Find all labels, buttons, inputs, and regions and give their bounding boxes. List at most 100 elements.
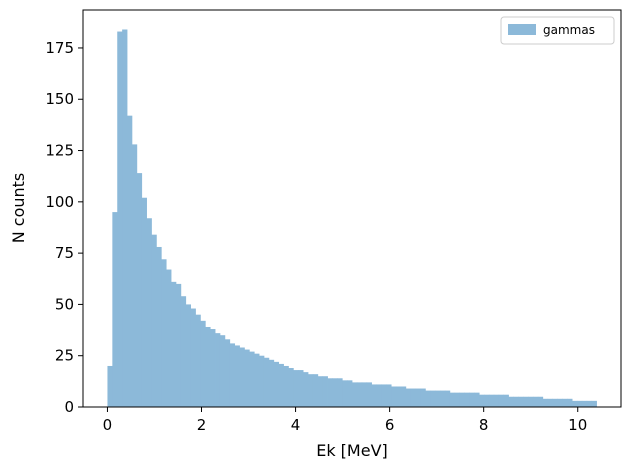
histogram-bar [488,394,495,407]
histogram-bar [513,396,519,407]
histogram-bar [449,392,456,407]
histogram-bar [303,372,309,407]
histogram-bar [459,392,465,407]
y-tick-label: 25 [55,347,74,365]
histogram-bar [405,388,412,407]
histogram-bar [317,376,324,407]
histogram-bar [151,234,157,407]
histogram-bar [386,384,392,407]
x-tick-label: 0 [103,416,113,434]
histogram-bar [117,31,123,408]
histogram-bar [356,382,363,407]
histogram-bar [376,384,382,407]
histogram-bar [562,398,568,407]
histogram-bar [180,296,187,407]
x-tick-label: 2 [197,416,207,434]
histogram-bar [259,355,265,407]
histogram-bar [366,382,372,407]
histogram-bar [493,394,500,407]
histogram-bar [200,320,206,407]
histogram-bar [244,349,250,407]
histogram-bar [518,396,524,407]
histogram-bar [557,398,563,407]
x-tick-label: 6 [385,416,395,434]
histogram-bar [542,398,549,407]
histogram-bar [141,197,147,407]
histogram-bar [224,339,231,407]
histogram-bar [425,390,431,407]
histogram-bar [371,384,377,407]
histogram-bar [268,359,275,407]
y-tick-label: 0 [64,398,74,416]
y-tick-label: 150 [45,90,74,108]
histogram-bar [430,390,436,407]
histogram-bar [190,308,196,407]
histogram-bar [263,357,270,407]
histogram-bar [332,378,338,407]
histogram-bar [572,400,578,407]
histogram-bar [229,343,236,407]
y-tick-label: 75 [55,244,74,262]
histogram-bar [161,259,167,407]
histogram-bar [352,382,358,407]
histogram-bar [249,351,255,407]
x-tick-label: 8 [479,416,489,434]
histogram-bar [567,398,573,407]
histogram-bar [591,400,597,407]
histogram-bar [219,335,226,407]
histogram-bar [523,396,529,407]
histogram-bar [136,173,143,407]
histogram-bar [312,374,319,407]
histogram-bar [381,384,387,407]
y-ticks: 0 25 50 75 100 125 150 175 [45,39,83,416]
histogram-bar [195,314,201,407]
histogram-bar [400,386,407,407]
histogram-bar [528,396,534,407]
histogram-bar [537,396,544,407]
bars-group [107,29,597,408]
legend-label: gammas [543,23,595,37]
histogram-bar [484,394,490,407]
histogram-bar [503,394,509,407]
histogram-bar [205,326,211,407]
histogram-bar [532,396,539,407]
histogram-bar [293,370,299,407]
histogram-bar [581,400,588,407]
histogram-bar [361,382,368,407]
x-tick-label: 4 [291,416,301,434]
histogram-bar [254,353,260,407]
histogram-bar [131,144,138,407]
histogram-bar [435,390,441,407]
histogram-bar [156,246,162,407]
histogram-bar [508,396,514,407]
histogram-bar [410,388,416,407]
histogram-bar [107,365,113,407]
histogram-bar [278,363,284,407]
legend: gammas [500,16,615,45]
histogram-bar [322,376,328,407]
histogram-bar [175,283,182,407]
histogram-bar [283,365,289,407]
histogram-bar [307,374,314,407]
histogram-bar [479,394,485,407]
x-tick-label: 10 [568,416,587,434]
histogram-bar [239,347,245,407]
histogram-bar [234,345,240,407]
histogram-bar [586,400,593,407]
histogram-bar [454,392,460,407]
histogram-bar [547,398,553,407]
y-tick-label: 100 [45,193,74,211]
histogram-bar [420,388,426,407]
histogram-bar [185,304,191,407]
histogram-bar [273,361,280,407]
histogram-bar [298,370,304,407]
x-axis-label: Ek [MeV] [316,441,388,460]
y-axis-label: N counts [9,173,28,244]
histogram-bar [469,392,475,407]
histogram-bar [391,386,397,407]
histogram-bar [576,400,583,407]
histogram-bar [327,378,333,407]
histogram-bar [347,380,353,407]
plot-frame [82,9,622,408]
